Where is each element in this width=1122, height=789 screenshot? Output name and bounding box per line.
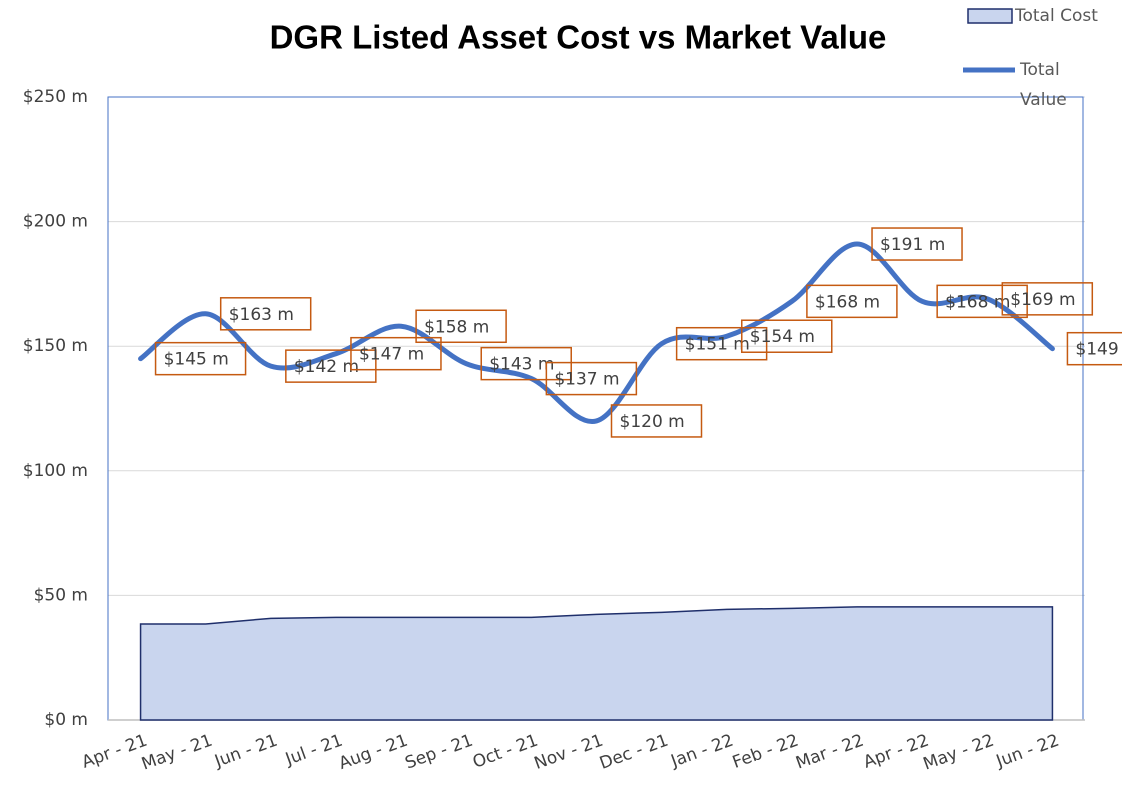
data-label: $163 m: [229, 305, 294, 325]
y-tick-label: $150 m: [23, 336, 88, 356]
data-label: $143 m: [489, 355, 554, 375]
data-label-box: [154, 341, 247, 376]
data-label: $149 m: [1075, 340, 1122, 360]
data-label-box: [806, 284, 898, 319]
data-label-box: [350, 336, 442, 371]
y-tick-label: $0 m: [44, 710, 88, 730]
data-label: $147 m: [359, 345, 424, 365]
data-label: $191 m: [880, 235, 945, 255]
chart-title: DGR Listed Asset Cost vs Market Value: [270, 19, 887, 56]
y-tick-label: $100 m: [23, 461, 88, 481]
x-tick-label: Sep - 21: [402, 731, 475, 774]
y-tick-label: $50 m: [34, 585, 88, 605]
data-label-box: [675, 326, 768, 361]
data-label: $158 m: [424, 317, 489, 337]
data-label-box: [285, 349, 377, 383]
x-tick-label: Feb - 22: [730, 731, 801, 773]
x-tick-label: Aug - 21: [336, 731, 410, 774]
x-tick-label: Jan - 22: [668, 731, 737, 772]
x-tick-label: May - 21: [139, 731, 215, 775]
data-label: $145 m: [164, 350, 229, 370]
x-tick-label: Apr - 22: [861, 731, 932, 773]
x-tick-label: Apr - 21: [79, 731, 150, 773]
y-tick-label: $250 m: [23, 87, 88, 107]
x-tick-label: Oct - 21: [470, 731, 541, 773]
legend-label: Total Value: [1020, 60, 1067, 110]
x-tick-label: Jun - 21: [211, 731, 280, 772]
data-label-box: [480, 346, 572, 381]
data-label-box: [936, 284, 1028, 319]
data-label: $168 m: [945, 292, 1010, 312]
data-label-box: [219, 297, 312, 331]
data-label: $154 m: [750, 327, 815, 347]
x-tick-label: Jun - 22: [993, 731, 1062, 772]
data-label: $169 m: [1010, 290, 1075, 310]
data-label-box: [741, 319, 833, 353]
x-tick-label: Dec - 21: [597, 731, 671, 774]
legend-swatch: [967, 8, 1013, 24]
data-label-box: [545, 361, 638, 396]
x-tick-label: Jul - 21: [282, 731, 345, 770]
x-tick-label: May - 22: [921, 731, 997, 775]
data-label: $137 m: [554, 370, 619, 390]
data-label: $151 m: [685, 335, 750, 355]
data-label-box: [1001, 282, 1094, 316]
data-label: $142 m: [294, 357, 359, 377]
x-tick-label: Mar - 22: [793, 731, 866, 774]
data-label-box: [871, 227, 963, 261]
data-label: $120 m: [620, 412, 685, 432]
data-label-box: [415, 309, 507, 344]
x-tick-label: Nov - 21: [532, 731, 606, 774]
y-tick-label: $200 m: [23, 212, 88, 232]
legend-label: Total Cost: [1015, 6, 1098, 26]
area: [139, 606, 1054, 721]
data-label-box: [1066, 331, 1122, 366]
data-label: $168 m: [815, 292, 880, 312]
data-label-box: [610, 404, 703, 438]
